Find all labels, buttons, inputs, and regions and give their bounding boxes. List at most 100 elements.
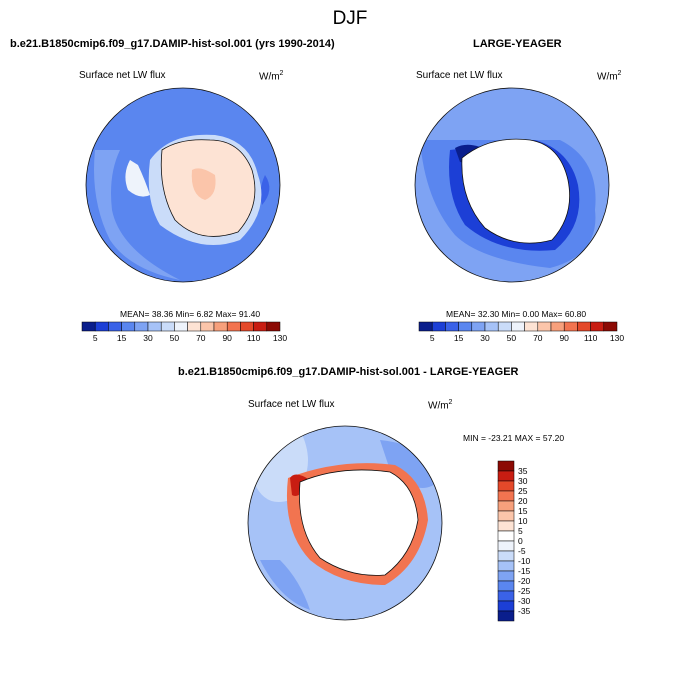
left-colorbar-tick-label: 5 [93, 333, 98, 343]
diff-colorbar-swatch [497, 600, 515, 612]
diff-stats: MIN = -23.21 MAX = 57.20 [463, 433, 565, 443]
diff-colorbar-tick-label: 15 [518, 506, 528, 516]
diff-colorbar-tick-label: 30 [518, 476, 528, 486]
right-colorbar-tick-label: 130 [610, 333, 624, 343]
diff-colorbar-tick-label: -15 [518, 566, 531, 576]
diff-case-title: b.e21.B1850cmip6.f09_g17.DAMIP-hist-sol.… [178, 366, 519, 378]
right-colorbar-swatch [431, 321, 446, 332]
right-units-label: W/m2 [597, 70, 622, 83]
right-colorbar-swatch [524, 321, 539, 332]
diff-variable-label: Surface net LW flux [248, 399, 335, 410]
left-band-east [260, 175, 270, 205]
diff-colorbar-tick-label: -10 [518, 556, 531, 566]
left-colorbar-swatch [121, 321, 136, 332]
diff-patch-sw [260, 560, 310, 610]
diff-colorbar-swatch [497, 540, 515, 552]
right-colorbar-swatch [445, 321, 459, 332]
diff-colorbar-swatch [497, 560, 515, 572]
left-colorbar-swatch [108, 321, 122, 332]
right-colorbar-swatch [590, 321, 605, 332]
right-colorbar-swatch [550, 321, 565, 332]
diff-colorbar-tick-label: -20 [518, 576, 531, 586]
diff-colorbar-tick-label: -25 [518, 586, 531, 596]
diff-units-label: W/m2 [428, 399, 453, 412]
left-colorbar-tick-label: 110 [247, 333, 261, 343]
diff-colorbar-swatch [497, 580, 515, 592]
right-colorbar-tick-label: 30 [480, 333, 490, 343]
diff-colorbar-tick-label: -30 [518, 596, 531, 606]
diff-colorbar-swatch [497, 610, 515, 622]
left-colorbar-tick-label: 50 [170, 333, 180, 343]
left-colorbar-swatch [213, 321, 228, 332]
diff-colorbar-swatch [497, 490, 515, 502]
diff-colorbar-swatch [497, 470, 515, 482]
left-colorbar-swatch [200, 321, 215, 332]
left-colorbar-swatch [134, 321, 149, 332]
left-colorbar-tick-label: 130 [273, 333, 287, 343]
diff-colorbar-tick-label: 25 [518, 486, 528, 496]
diff-colorbar-swatch [497, 520, 515, 532]
right-colorbar-swatch [511, 321, 525, 332]
right-colorbar-tick-label: 50 [507, 333, 517, 343]
left-plateau [191, 168, 216, 200]
right-map [415, 88, 609, 282]
right-colorbar-tick-label: 110 [584, 333, 598, 343]
right-antarctica [461, 138, 571, 244]
diff-colorbar-swatch [497, 590, 515, 602]
left-colorbar-swatch [160, 321, 175, 332]
right-colorbar-swatch [563, 321, 578, 332]
right-colorbar-swatch [537, 321, 552, 332]
right-colorbar-swatch [484, 321, 499, 332]
left-colorbar-tick-label: 15 [117, 333, 127, 343]
left-case-title: b.e21.B1850cmip6.f09_g17.DAMIP-hist-sol.… [10, 38, 335, 50]
left-colorbar-swatch [81, 321, 96, 332]
right-map-border [414, 87, 610, 283]
right-colorbar-tick-label: 5 [430, 333, 435, 343]
right-colorbar: 5 15 30 50 70 90 110 130 [418, 321, 624, 343]
left-colorbar-tick-label: 90 [222, 333, 232, 343]
left-colorbar-swatch [187, 321, 202, 332]
left-map [86, 88, 280, 282]
diff-colorbar-swatch [497, 510, 515, 522]
diff-colorbar-tick-label: 5 [518, 526, 523, 536]
diff-map [248, 426, 442, 620]
right-colorbar-swatch [418, 321, 433, 332]
left-peninsula [125, 160, 150, 197]
left-colorbar-swatch [174, 321, 188, 332]
diff-colorbar-swatch [497, 480, 515, 492]
diff-colorbar-swatch [497, 530, 515, 542]
diff-antarctica [299, 469, 419, 576]
right-colorbar-swatch [471, 321, 486, 332]
right-variable-label: Surface net LW flux [416, 70, 503, 81]
left-colorbar-tick-label: 70 [196, 333, 206, 343]
left-colorbar-swatch [147, 321, 162, 332]
right-colorbar-swatch [497, 321, 512, 332]
diff-colorbar-tick-label: -5 [518, 546, 526, 556]
diff-colorbar-tick-label: 20 [518, 496, 528, 506]
diff-map-border [247, 425, 443, 621]
right-case-title: LARGE-YEAGER [473, 38, 562, 50]
right-colorbar-swatch [603, 321, 618, 332]
diff-colorbar-tick-label: 35 [518, 466, 528, 476]
right-colorbar-tick-label: 70 [533, 333, 543, 343]
left-colorbar-tick-label: 30 [143, 333, 153, 343]
left-colorbar-swatch [94, 321, 109, 332]
left-map-border [85, 87, 281, 283]
diff-colorbar-swatch [497, 460, 515, 472]
diff-colorbar-swatch [497, 570, 515, 582]
right-stats: MEAN= 32.30 Min= 0.00 Max= 60.80 [446, 309, 587, 319]
right-colorbar-swatch [577, 321, 591, 332]
figure-title: DJF [332, 8, 368, 29]
diff-colorbar-swatch [497, 550, 515, 562]
left-units-label: W/m2 [259, 70, 284, 83]
left-colorbar-swatch [266, 321, 281, 332]
diff-patch-ne [380, 440, 440, 488]
left-colorbar-swatch [226, 321, 241, 332]
left-colorbar-swatch [240, 321, 254, 332]
right-colorbar-swatch [458, 321, 473, 332]
left-stats: MEAN= 38.36 Min= 6.82 Max= 91.40 [120, 309, 261, 319]
diff-colorbar-tick-label: -35 [518, 606, 531, 616]
diff-colorbar-tick-label: 0 [518, 536, 523, 546]
